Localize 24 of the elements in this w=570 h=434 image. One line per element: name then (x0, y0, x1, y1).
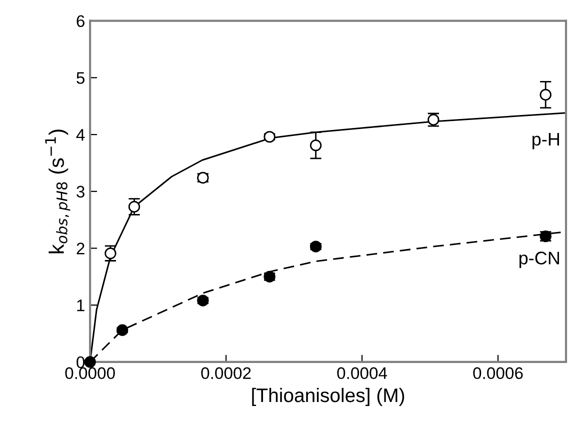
point (264, 130, 276, 143)
point (310, 139, 322, 152)
point (264, 270, 276, 283)
point (104, 248, 116, 260)
point (540, 88, 552, 101)
point (197, 294, 209, 306)
y-tick-label: 2 (76, 242, 84, 254)
x-tick-label: 0.0000 (65, 367, 115, 380)
y-tick-label: 3 (76, 186, 84, 198)
point (310, 240, 322, 252)
y-axis-title: k$_{obs,pH8}$ (s$^{−1}$) (45, 130, 70, 254)
x-tick-label: 0.0002 (201, 367, 251, 380)
point (128, 200, 140, 213)
series-label: p-CN (519, 252, 559, 268)
y-tick-label: 1 (77, 300, 84, 312)
x-tick-label: 0.0006 (473, 367, 523, 380)
x-tick-label: 0.0004 (337, 367, 388, 380)
series-label: p-H (532, 133, 559, 150)
y-tick-label: 4 (76, 129, 85, 141)
y-tick-label: 5 (76, 72, 84, 84)
y-tick-label: 0 (76, 356, 85, 368)
x-axis-title: [Thioanisoles] (M) (252, 388, 404, 406)
y-tick-label: 6 (76, 15, 84, 28)
point (116, 324, 128, 336)
